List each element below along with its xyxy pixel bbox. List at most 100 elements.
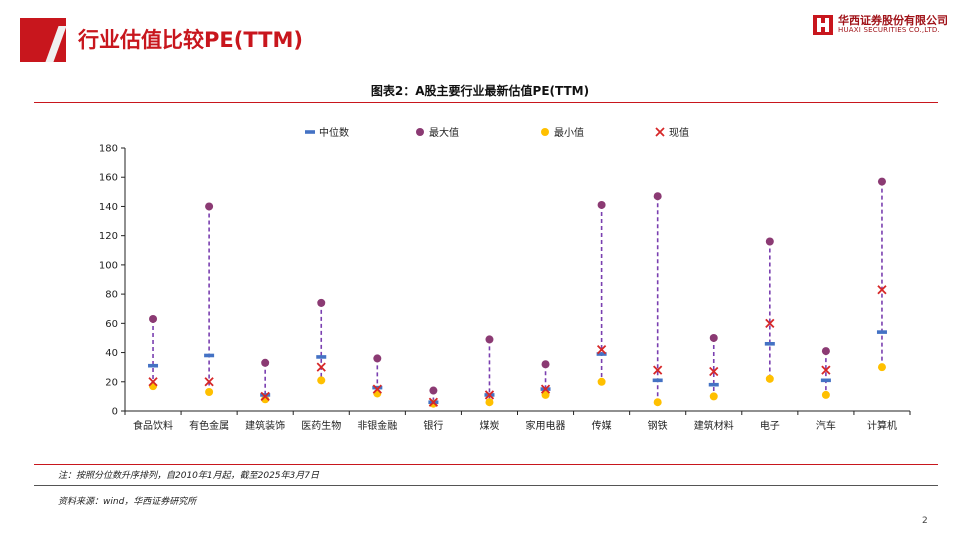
legend-label: 中位数 bbox=[319, 126, 349, 139]
legend-label: 最大值 bbox=[429, 126, 459, 139]
source-divider bbox=[34, 485, 938, 486]
title-divider bbox=[34, 102, 938, 103]
x-tick-label: 建筑材料 bbox=[694, 419, 734, 432]
x-tick-label: 计算机 bbox=[867, 419, 897, 432]
current-point bbox=[372, 384, 382, 394]
current-point-stroke bbox=[316, 362, 326, 372]
legend-label: 现值 bbox=[669, 126, 689, 139]
legend-item: 中位数 bbox=[305, 126, 349, 139]
max-point bbox=[429, 386, 438, 395]
legend-item: 最小值 bbox=[541, 126, 584, 139]
current-point bbox=[148, 377, 158, 387]
min-point bbox=[485, 398, 494, 407]
legend-max-swatch bbox=[416, 128, 424, 136]
x-tick-label: 建筑装饰 bbox=[245, 419, 285, 432]
current-point bbox=[821, 365, 831, 375]
current-point bbox=[428, 397, 439, 407]
current-point bbox=[484, 390, 495, 400]
x-tick-label: 钢铁 bbox=[648, 419, 668, 432]
x-tick-label: 煤炭 bbox=[479, 419, 499, 432]
y-tick-label: 100 bbox=[99, 260, 118, 271]
current-point bbox=[540, 384, 551, 394]
current-point-stroke bbox=[148, 377, 158, 387]
median-point bbox=[708, 382, 719, 387]
current-point bbox=[204, 377, 214, 387]
y-tick-label: 20 bbox=[105, 377, 118, 388]
x-tick-label: 医药生物 bbox=[301, 419, 341, 432]
median-point bbox=[316, 355, 327, 359]
current-point-stroke bbox=[653, 365, 663, 375]
y-tick-label: 180 bbox=[99, 144, 118, 155]
current-point-stroke bbox=[204, 377, 214, 387]
min-point bbox=[653, 398, 662, 407]
median-point bbox=[652, 378, 663, 383]
min-point bbox=[597, 377, 606, 386]
max-point bbox=[765, 237, 774, 246]
company-name-en: HUAXI SECURITIES CO.,LTD. bbox=[838, 26, 940, 34]
x-tick-label: 有色金属 bbox=[189, 419, 229, 432]
legend-current-swatch bbox=[655, 127, 665, 137]
min-point bbox=[709, 392, 718, 401]
page-title: 行业估值比较PE(TTM) bbox=[78, 28, 303, 52]
max-point bbox=[205, 202, 214, 211]
notes-divider bbox=[34, 464, 938, 465]
y-tick-label: 120 bbox=[99, 231, 118, 242]
max-point bbox=[149, 314, 158, 323]
source-note: 资料来源：wind，华西证券研究所 bbox=[58, 497, 197, 507]
current-point-stroke bbox=[596, 344, 607, 355]
max-point bbox=[373, 354, 382, 363]
chart-note: 注：按照分位数升序排列，自2010年1月起，截至2025年3月7日 bbox=[58, 471, 319, 481]
x-tick-label: 家用电器 bbox=[526, 419, 566, 432]
median-point bbox=[764, 341, 775, 346]
y-tick-label: 60 bbox=[105, 319, 118, 330]
current-point bbox=[765, 318, 775, 328]
x-tick-label: 银行 bbox=[423, 419, 443, 432]
x-tick-label: 食品饮料 bbox=[133, 419, 173, 432]
max-point bbox=[261, 358, 270, 367]
current-point-stroke bbox=[821, 365, 831, 375]
min-point bbox=[765, 374, 774, 383]
current-point-stroke bbox=[484, 390, 495, 400]
max-point bbox=[877, 177, 886, 186]
chart-title: 图表2：A股主要行业最新估值PE(TTM) bbox=[370, 84, 590, 98]
max-point bbox=[709, 333, 718, 342]
max-point bbox=[597, 200, 606, 209]
current-point-stroke bbox=[877, 285, 887, 295]
current-point-stroke bbox=[540, 384, 551, 394]
max-point bbox=[541, 360, 550, 369]
legend-item: 最大值 bbox=[416, 126, 459, 139]
x-tick-label: 电子 bbox=[760, 419, 780, 432]
max-point bbox=[485, 335, 494, 344]
max-point bbox=[317, 298, 326, 307]
median-point bbox=[820, 378, 831, 383]
median-point bbox=[876, 330, 887, 334]
legend-item: 现值 bbox=[655, 126, 689, 139]
median-point bbox=[596, 352, 607, 356]
y-tick-label: 160 bbox=[99, 173, 118, 184]
current-point bbox=[877, 285, 887, 295]
min-point bbox=[317, 376, 326, 385]
current-point bbox=[260, 391, 270, 402]
median-point bbox=[204, 353, 215, 358]
current-point bbox=[316, 362, 326, 372]
y-tick-label: 0 bbox=[112, 407, 118, 418]
min-point bbox=[205, 388, 214, 397]
legend-label: 最小值 bbox=[554, 126, 584, 139]
page-number: 2 bbox=[922, 516, 928, 526]
company-name-cn: 华西证券股份有限公司 bbox=[838, 14, 948, 27]
huaxi-logo-icon bbox=[813, 15, 833, 35]
current-point-stroke bbox=[765, 318, 775, 328]
x-tick-label: 传媒 bbox=[592, 420, 612, 432]
current-point bbox=[596, 344, 607, 355]
current-point-stroke bbox=[372, 384, 382, 394]
x-tick-label: 汽车 bbox=[816, 419, 836, 432]
min-point bbox=[541, 390, 550, 399]
x-tick-label: 非银金融 bbox=[357, 419, 397, 432]
legend-min-swatch bbox=[541, 128, 549, 136]
y-tick-label: 40 bbox=[105, 348, 118, 359]
legend-median-swatch bbox=[305, 130, 315, 134]
current-point-stroke bbox=[709, 366, 719, 377]
median-point bbox=[148, 363, 159, 368]
min-point bbox=[877, 363, 886, 372]
